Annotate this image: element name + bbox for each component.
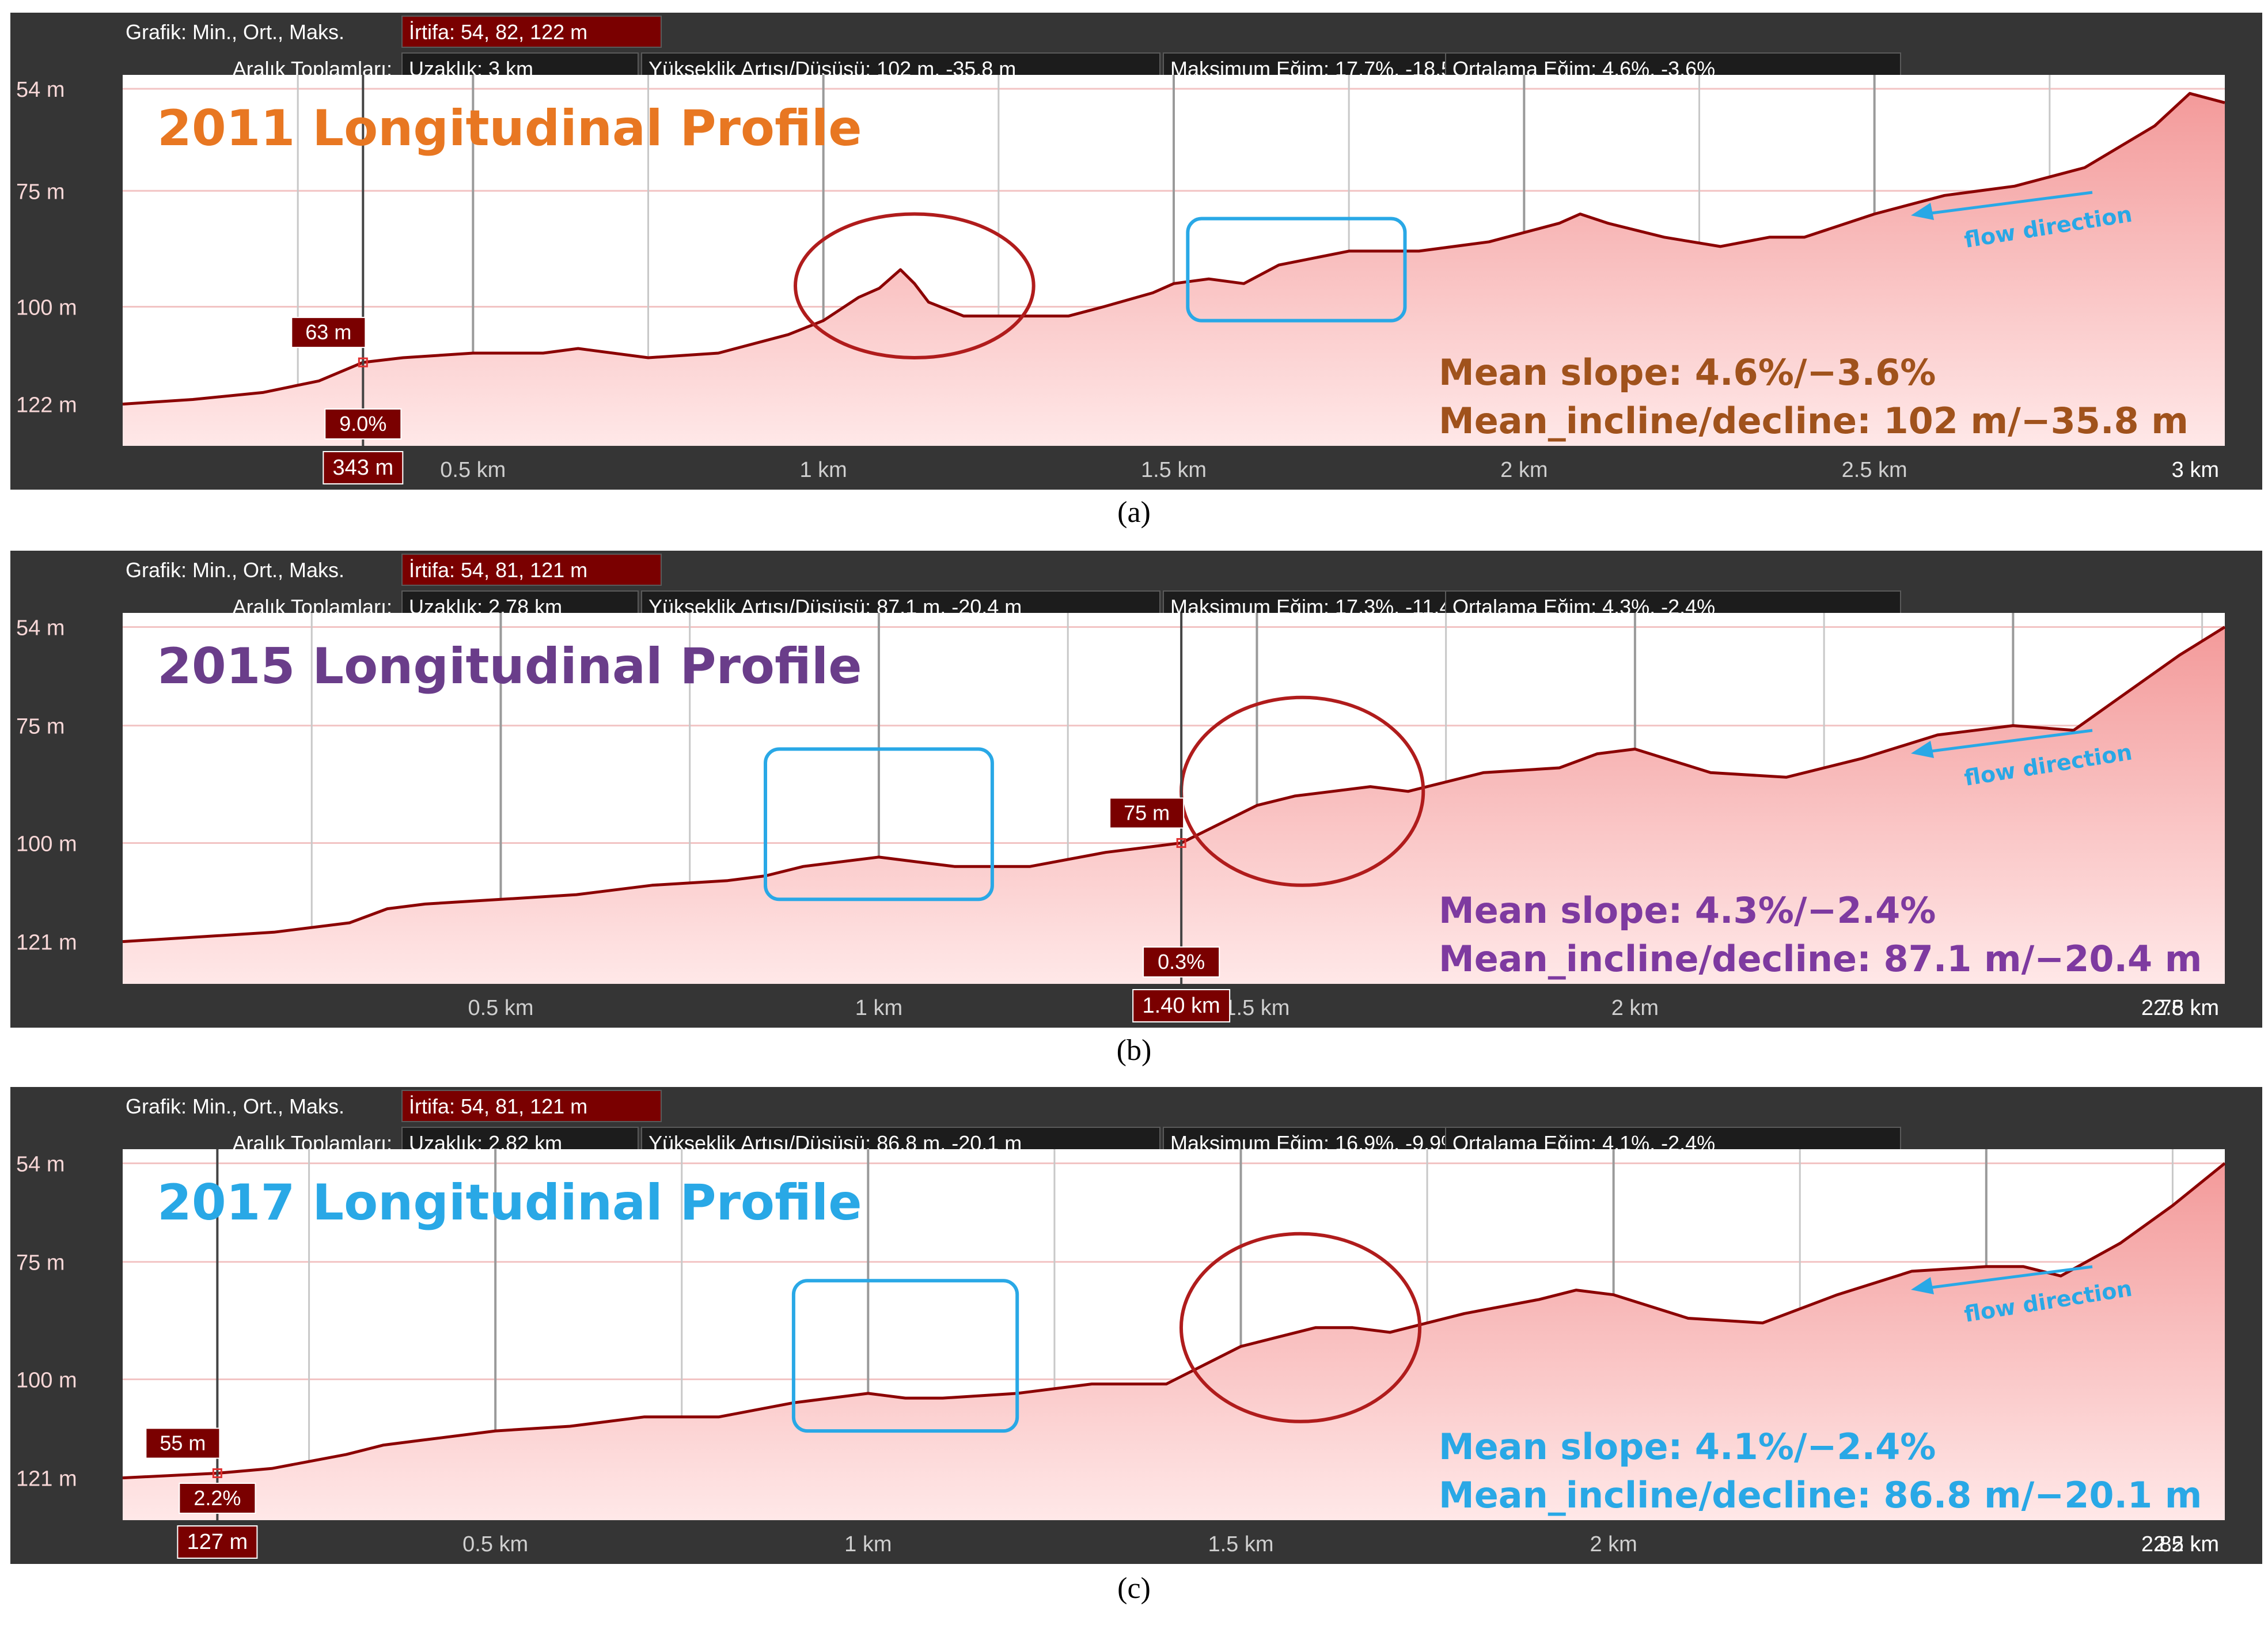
chart-title: 2015 Longitudinal Profile bbox=[157, 638, 862, 695]
cursor-elevation-label: 75 m bbox=[1124, 801, 1170, 824]
mean-incline-decline-text: Mean_incline/decline: 102 m/−35.8 m bbox=[1439, 400, 2189, 442]
caption-b: (b) bbox=[1116, 1034, 1152, 1067]
y-tick-label: 54 m bbox=[16, 1152, 65, 1176]
mean-slope-text: Mean slope: 4.3%/−2.4% bbox=[1439, 889, 1936, 931]
x-tick-label: 1.5 km bbox=[1208, 1532, 1273, 1556]
x-tick-label: 2 km bbox=[1611, 996, 1659, 1020]
x-tick-label: 1 km bbox=[844, 1532, 892, 1556]
highlight-circle bbox=[794, 212, 1036, 360]
y-tick-label: 75 m bbox=[16, 180, 65, 204]
cursor-elevation-box bbox=[1109, 797, 1185, 829]
caption-a: (a) bbox=[1117, 496, 1151, 529]
header-irtifa: İrtifa: 54, 81, 121 m bbox=[409, 1094, 587, 1118]
x-tick-label: 1 km bbox=[855, 996, 902, 1020]
caption-c: (c) bbox=[1117, 1572, 1151, 1605]
mean-slope-text: Mean slope: 4.1%/−2.4% bbox=[1439, 1426, 1936, 1468]
y-tick-label: 122 m bbox=[16, 393, 77, 418]
flow-arrow-icon bbox=[1911, 741, 1934, 758]
header-grafik-label: Grafik: Min., Ort., Maks. bbox=[126, 1094, 344, 1118]
profile-area bbox=[123, 1163, 2225, 1520]
cursor-point bbox=[212, 1468, 222, 1478]
cursor-slope-box bbox=[1143, 946, 1220, 978]
header-box-irtifa bbox=[401, 16, 662, 48]
y-tick-label: 75 m bbox=[16, 1251, 65, 1275]
x-tick-label: 0.5 km bbox=[440, 458, 506, 482]
cursor-distance-box bbox=[323, 451, 404, 484]
cursor-slope-box bbox=[324, 408, 402, 440]
y-tick-label: 100 m bbox=[16, 296, 77, 320]
cursor-elevation-box bbox=[291, 317, 366, 349]
mean-incline-decline-text: Mean_incline/decline: 86.8 m/−20.1 m bbox=[1439, 1474, 2202, 1516]
cursor-distance-box bbox=[177, 1525, 258, 1559]
chart-title: 2011 Longitudinal Profile bbox=[157, 100, 862, 157]
cursor-point bbox=[358, 357, 368, 368]
highlight-rectangle bbox=[764, 747, 994, 901]
x-tick-label: 2.5 km bbox=[1842, 458, 1907, 482]
mean-slope-text: Mean slope: 4.6%/−3.6% bbox=[1439, 351, 1936, 393]
x-tick-label-end: 2.78 km bbox=[2141, 996, 2219, 1020]
profile-panel-2011: Grafik: Min., Ort., Maks. Aralık Toplamla… bbox=[10, 13, 2262, 490]
cursor-slope-label: 9.0% bbox=[339, 412, 386, 435]
y-tick-label: 54 m bbox=[16, 616, 65, 640]
profile-area bbox=[123, 627, 2225, 984]
header-grafik-label: Grafik: Min., Ort., Maks. bbox=[126, 20, 344, 44]
y-tick-label: 121 m bbox=[16, 931, 77, 955]
highlight-rectangle bbox=[791, 1279, 1019, 1433]
cursor-distance-box bbox=[1132, 989, 1231, 1022]
y-tick-label: 121 m bbox=[16, 1467, 77, 1491]
x-tick-label: 2 km bbox=[1500, 458, 1548, 482]
x-tick-label: 2.5 km bbox=[2153, 996, 2219, 1020]
x-tick-label: 1 km bbox=[799, 458, 847, 482]
chart-title: 2017 Longitudinal Profile bbox=[157, 1174, 862, 1232]
cursor-elevation-label: 63 m bbox=[305, 320, 351, 344]
profile-panel-2015: Grafik: Min., Ort., Maks. Aralık Toplamla… bbox=[10, 551, 2262, 1028]
header-grafik-label: Grafik: Min., Ort., Maks. bbox=[126, 558, 344, 582]
cursor-elevation-box bbox=[145, 1427, 221, 1459]
flow-arrow-line bbox=[1922, 191, 2093, 216]
profile-line bbox=[122, 92, 2225, 406]
flow-arrow-icon bbox=[1911, 203, 1934, 220]
y-tick-label: 100 m bbox=[16, 1368, 77, 1392]
cursor-slope-label: 0.3% bbox=[1158, 950, 1205, 974]
x-tick-label: 0.5 km bbox=[462, 1532, 528, 1556]
profile-panel-2017: Grafik: Min., Ort., Maks. Aralık Toplamla… bbox=[10, 1087, 2262, 1564]
mean-incline-decline-text: Mean_incline/decline: 87.1 m/−20.4 m bbox=[1439, 938, 2202, 980]
header-box-irtifa bbox=[401, 554, 662, 586]
x-tick-label: 1.5 km bbox=[1141, 458, 1207, 482]
flow-arrow-icon bbox=[1911, 1277, 1934, 1294]
profile-line bbox=[122, 626, 2226, 944]
x-tick-label-end: 2.82 km bbox=[2141, 1532, 2219, 1556]
flow-arrow-line bbox=[1922, 1265, 2093, 1290]
y-tick-label: 100 m bbox=[16, 832, 77, 856]
cursor-slope-label: 2.2% bbox=[194, 1486, 241, 1510]
x-tick-label: 2.5 km bbox=[2153, 1532, 2219, 1556]
y-tick-label: 75 m bbox=[16, 715, 65, 739]
profile-line bbox=[122, 1162, 2226, 1480]
highlight-circle bbox=[1179, 1232, 1422, 1423]
cursor-point bbox=[1176, 838, 1186, 848]
cursor-distance-label: 343 m bbox=[333, 456, 394, 480]
cursor-distance-label: 1.40 km bbox=[1143, 994, 1220, 1018]
header-irtifa: İrtifa: 54, 82, 122 m bbox=[409, 20, 587, 44]
header-box-irtifa bbox=[401, 1090, 662, 1122]
x-tick-label: 1.5 km bbox=[1224, 996, 1290, 1020]
x-tick-label: 2 km bbox=[1590, 1532, 1637, 1556]
cursor-elevation-label: 55 m bbox=[160, 1431, 206, 1454]
highlight-rectangle bbox=[1186, 217, 1407, 323]
flow-arrow-line bbox=[1922, 729, 2093, 754]
header-irtifa: İrtifa: 54, 81, 121 m bbox=[409, 558, 587, 582]
x-tick-label: 0.5 km bbox=[468, 996, 533, 1020]
cursor-distance-label: 127 m bbox=[187, 1530, 248, 1554]
y-tick-label: 54 m bbox=[16, 78, 65, 102]
cursor-slope-box bbox=[179, 1483, 256, 1514]
x-tick-label: 3 km bbox=[2172, 458, 2219, 482]
